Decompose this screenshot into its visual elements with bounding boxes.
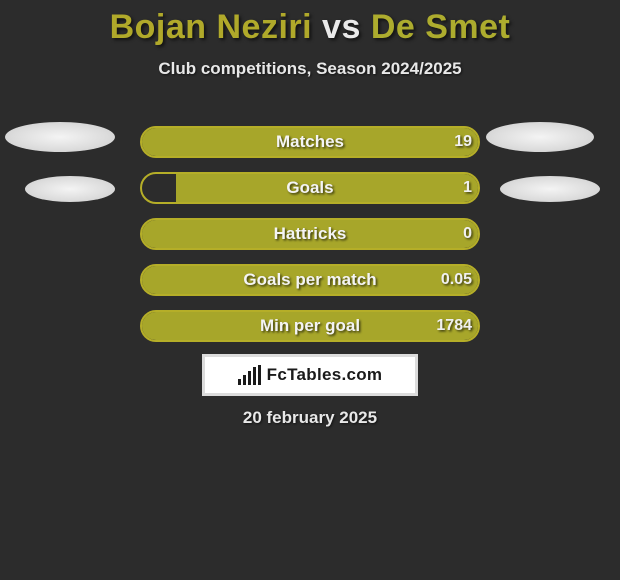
logo-bars-icon <box>238 365 261 385</box>
stat-row: Matches19 <box>0 120 620 166</box>
stat-row: Min per goal1784 <box>0 304 620 350</box>
player1-name: Bojan Neziri <box>110 8 312 46</box>
stat-value-right: 0.05 <box>441 258 472 302</box>
stat-bar-right <box>176 174 478 202</box>
stat-bar-track <box>140 218 480 250</box>
stat-bar-right <box>142 312 478 340</box>
stat-bar-right <box>142 220 478 248</box>
stat-value-right: 1784 <box>436 304 472 348</box>
stat-row: Goals per match0.05 <box>0 258 620 304</box>
footer-date: 20 february 2025 <box>0 408 620 428</box>
stat-value-right: 1 <box>463 166 472 210</box>
stat-bar-track <box>140 172 480 204</box>
stat-rows: Matches19Goals1Hattricks0Goals per match… <box>0 120 620 350</box>
stat-value-right: 19 <box>454 120 472 164</box>
stat-bar-right <box>142 266 478 294</box>
stat-bar-track <box>140 264 480 296</box>
player2-name: De Smet <box>371 8 511 46</box>
stat-bar-right <box>142 128 478 156</box>
title: Bojan Neziri vs De Smet <box>0 0 620 47</box>
stat-row: Goals1 <box>0 166 620 212</box>
site-logo: FcTables.com <box>202 354 418 396</box>
stat-value-right: 0 <box>463 212 472 256</box>
stat-bar-track <box>140 126 480 158</box>
logo-text: FcTables.com <box>267 365 383 385</box>
comparison-card: Bojan Neziri vs De Smet Club competition… <box>0 0 620 580</box>
stat-row: Hattricks0 <box>0 212 620 258</box>
vs-text: vs <box>322 8 361 46</box>
subtitle: Club competitions, Season 2024/2025 <box>0 59 620 79</box>
stat-bar-track <box>140 310 480 342</box>
